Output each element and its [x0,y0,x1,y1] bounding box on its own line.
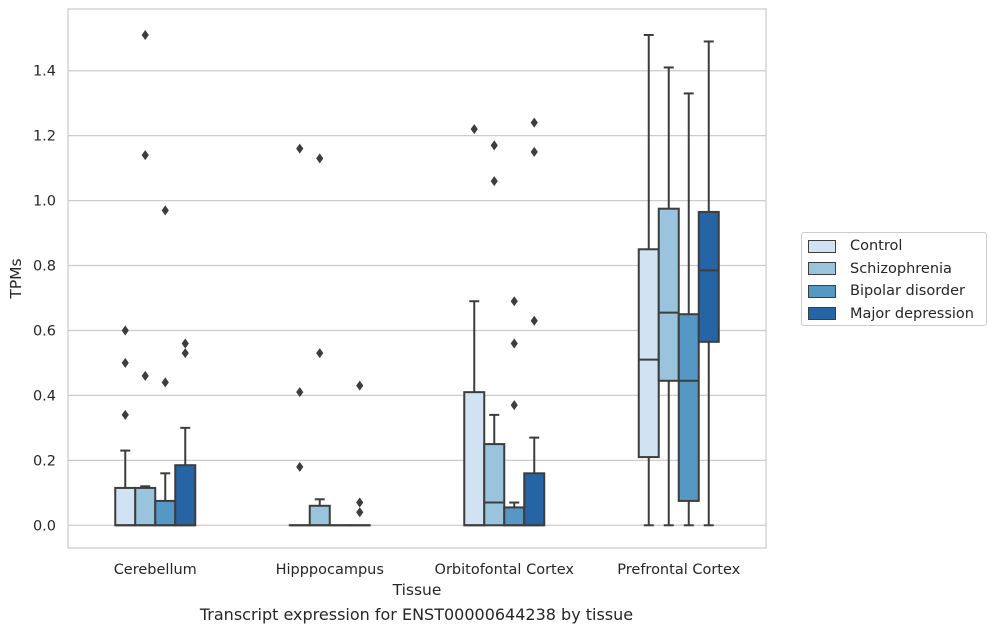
box-body [154,499,177,527]
x-tick-labels: Cerebellum Hipppocampus Orbitofontal Corte… [114,562,741,578]
box-body [134,486,157,527]
legend-item: Control [808,236,902,256]
box-body [483,443,506,527]
box-bipolar-disorder [503,501,526,527]
outlier-point [141,150,149,161]
outlier-point [490,140,498,151]
y-tick-labels: 0.0 0.2 0.4 0.6 0.8 1.0 1.2 1.4 [33,64,56,535]
box-body [677,313,700,502]
y-axis-label: TPMs [7,258,25,299]
box-body [308,504,331,527]
outlier-point [530,117,538,128]
y-tick-label: 1.2 [33,129,56,145]
box-bipolar-disorder [154,472,177,527]
legend-swatch [808,262,836,275]
outlier-point [490,176,498,187]
plot-frame [67,8,767,549]
legend-label: Bipolar disorder [850,283,965,299]
box-schizophrenia [134,485,157,527]
outlier-point [296,387,304,398]
legend-item: Schizophrenia [808,259,952,279]
legend-label: Major depression [850,305,974,322]
y-tick-label: 0.4 [33,388,56,404]
outlier-point [161,205,169,216]
outlier-point [510,296,518,307]
x-axis-label: Tissue [392,581,442,599]
y-tick-label: 0.2 [33,453,56,469]
legend-item: Major depression [808,304,974,324]
y-tick-label: 0.0 [33,518,56,534]
legend-label: Control [850,238,903,254]
box-control [114,449,137,527]
box-body [503,506,526,527]
box-bipolar-disorder [677,92,700,527]
outlier-point [356,497,364,508]
x-tick-label: Prefrontal Cortex [617,562,740,578]
outlier-point [296,143,304,154]
y-tick-label: 1.4 [33,64,56,80]
outlier-point [316,348,324,359]
figure-caption: Transcript expression for ENST0000064423… [199,605,634,624]
outlier-point [356,507,364,518]
box-body [174,464,197,527]
outlier-point [121,325,129,336]
box-body [523,472,546,527]
x-tick-label: Hipppocampus [276,562,384,578]
outlier-point [530,315,538,326]
outlier-point [530,146,538,157]
outlier-points [121,29,538,518]
box-schizophrenia [308,498,331,527]
y-tick-label: 0.8 [33,259,56,275]
box-body [657,207,680,382]
y-tick-label: 0.6 [33,323,56,339]
box-major-depression [523,436,546,527]
outlier-point [510,338,518,349]
box-body [463,391,486,527]
box-body [637,248,660,459]
box-major-depression [174,426,197,527]
legend-swatch [808,284,836,298]
outlier-point [470,124,478,135]
box-control [463,300,486,527]
box-major-depression [697,40,720,527]
outlier-point [356,380,364,391]
legend-label: Schizophrenia [850,260,952,277]
outlier-point [296,461,304,472]
outlier-point [121,357,129,368]
outlier-point [141,370,149,381]
box-body [697,210,720,343]
box-schizophrenia [657,66,680,527]
x-tick-label: Cerebellum [114,562,197,578]
legend: Control Schizophrenia Bipolar disorder Majo… [801,232,987,326]
box-control [637,33,660,527]
box-schizophrenia [483,413,506,527]
y-tick-label: 1.0 [33,194,56,210]
legend-item: Bipolar disorder [808,281,965,301]
outlier-point [181,338,189,349]
outlier-point [141,29,149,40]
box-plots [114,33,720,527]
box-body [114,486,137,527]
legend-swatch [808,239,836,253]
outlier-point [121,409,129,420]
outlier-point [181,348,189,359]
x-tick-label: Orbitofontal Cortex [435,562,575,578]
outlier-point [316,153,324,164]
outlier-point [161,377,169,388]
legend-swatch [808,307,836,320]
outlier-point [510,400,518,411]
